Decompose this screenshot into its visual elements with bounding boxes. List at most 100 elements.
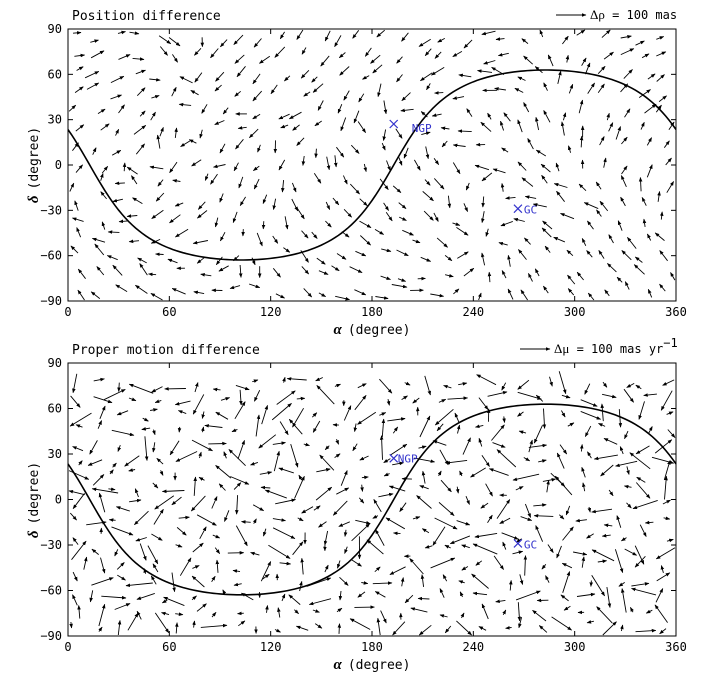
- vector-arrow: [663, 516, 671, 521]
- vector-arrow: [72, 31, 82, 35]
- vector-arrow: [497, 52, 509, 57]
- vector-arrow: [461, 544, 470, 549]
- vector-arrow: [480, 502, 489, 509]
- vector-arrow: [581, 57, 587, 66]
- vector-arrow: [159, 126, 164, 137]
- vector-arrow: [659, 283, 666, 292]
- vector-arrow: [230, 476, 250, 485]
- vector-arrow: [129, 498, 142, 503]
- y-tick-label: 30: [48, 447, 62, 461]
- vector-arrow: [442, 574, 448, 582]
- vector-arrow: [239, 389, 243, 406]
- vector-arrow: [651, 456, 675, 464]
- vector-arrow: [615, 126, 621, 140]
- vector-arrow: [454, 412, 460, 423]
- vector-arrow: [461, 566, 469, 571]
- vector-arrow: [124, 455, 140, 467]
- vector-arrow: [423, 210, 434, 221]
- vector-arrow: [257, 144, 261, 153]
- vector-arrow: [621, 165, 628, 175]
- vector-arrow: [647, 73, 656, 80]
- vector-arrow: [493, 555, 504, 570]
- vector-arrow: [573, 551, 588, 556]
- vector-arrow: [635, 482, 651, 499]
- vector-arrow: [334, 453, 341, 458]
- vector-arrow: [621, 136, 628, 145]
- vector-arrow: [517, 119, 523, 133]
- vector-arrow: [360, 484, 364, 492]
- vector-arrow: [169, 440, 180, 456]
- y-tick-label: 60: [48, 67, 62, 81]
- legend-value: = 100 mas yr: [569, 342, 663, 356]
- vector-arrow: [375, 529, 385, 546]
- vector-arrow: [293, 609, 299, 615]
- vector-arrow: [462, 437, 471, 455]
- vector-arrow: [561, 562, 573, 569]
- vector-arrow: [596, 606, 613, 624]
- vector-arrow: [518, 616, 523, 629]
- vector-arrow: [111, 526, 134, 536]
- vector-arrow: [136, 87, 146, 97]
- vector-arrow: [615, 460, 638, 467]
- vector-arrow: [424, 179, 431, 186]
- vector-arrow: [311, 412, 318, 418]
- vector-arrow: [399, 502, 407, 512]
- vector-arrow: [638, 401, 645, 420]
- vector-arrow: [532, 609, 547, 622]
- vector-arrow: [199, 129, 203, 139]
- vector-arrow: [380, 275, 391, 280]
- vector-arrow: [401, 92, 411, 102]
- vector-arrow: [283, 247, 291, 253]
- y-tick-label: −90: [40, 629, 62, 643]
- vector-arrow: [481, 211, 485, 224]
- vector-arrow: [666, 181, 674, 193]
- x-tick-label: 60: [162, 640, 176, 654]
- vector-arrow: [578, 99, 584, 114]
- vector-arrow: [214, 547, 221, 554]
- x-tick-label: 300: [564, 305, 586, 319]
- vector-arrow: [515, 486, 524, 491]
- vector-arrow: [420, 256, 432, 262]
- vector-arrow: [419, 485, 429, 490]
- vector-arrow: [253, 390, 261, 402]
- vector-arrow: [418, 445, 427, 449]
- vector-arrow: [374, 566, 381, 573]
- vector-arrow: [318, 270, 329, 275]
- vector-arrow: [323, 530, 329, 546]
- vector-arrow: [400, 577, 405, 587]
- vector-arrow: [107, 230, 120, 234]
- vector-arrow: [232, 569, 241, 573]
- vector-arrow: [527, 272, 533, 282]
- vector-arrow: [500, 220, 513, 227]
- y-tick-label: −30: [40, 203, 62, 217]
- vector-arrow: [623, 69, 633, 79]
- vector-arrow: [418, 624, 432, 636]
- vector-arrow: [214, 217, 219, 228]
- vector-arrow: [424, 375, 431, 396]
- vector-arrow: [656, 572, 671, 582]
- vector-arrow: [193, 476, 198, 496]
- vector-field: [68, 371, 676, 636]
- vector-arrow: [234, 401, 246, 420]
- vector-arrow: [447, 396, 469, 400]
- vector-arrow: [336, 146, 345, 158]
- vector-arrow: [118, 219, 129, 224]
- vector-arrow: [354, 395, 367, 411]
- vector-arrow: [264, 489, 287, 499]
- vector-arrow: [215, 71, 225, 82]
- vector-arrow: [114, 549, 119, 557]
- vector-arrow: [424, 545, 433, 549]
- vector-arrow: [349, 266, 363, 274]
- vector-arrow: [132, 197, 143, 204]
- vector-arrow: [416, 495, 432, 509]
- position-difference-panel: Position difference Δρ = 100 mas NGP GC 0…: [26, 7, 687, 338]
- vector-arrow: [175, 228, 189, 238]
- vector-arrow: [512, 473, 540, 481]
- vector-arrow: [219, 193, 224, 203]
- vector-arrow: [177, 410, 187, 415]
- vector-arrow: [659, 211, 664, 220]
- x-tick-label: 180: [361, 305, 383, 319]
- vector-arrow: [488, 468, 509, 476]
- vector-arrow: [363, 163, 367, 173]
- vector-arrow: [396, 56, 403, 64]
